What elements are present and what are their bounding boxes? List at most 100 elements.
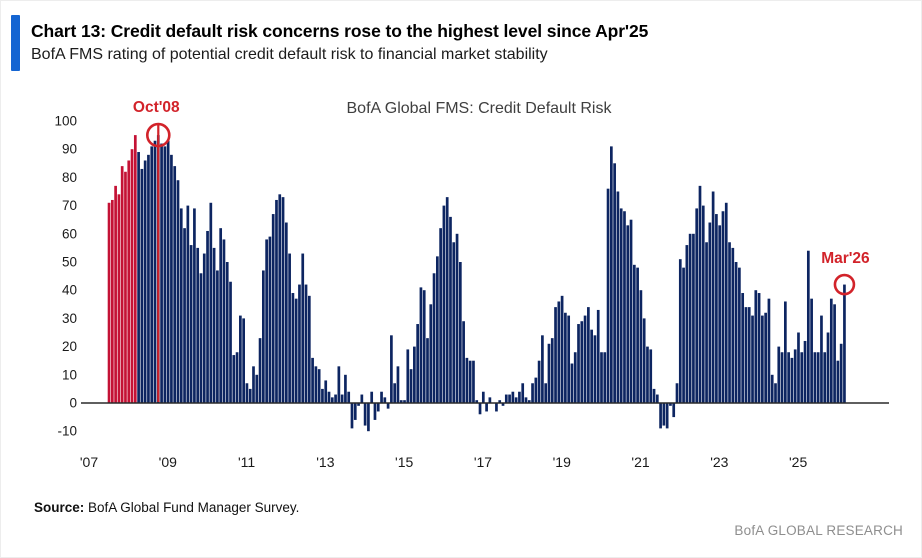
bar <box>189 245 193 403</box>
bar <box>170 154 173 403</box>
bar <box>393 383 397 403</box>
bar <box>452 242 456 403</box>
bar <box>547 343 551 403</box>
bar <box>472 360 475 403</box>
y-axis-label: 60 <box>62 226 77 241</box>
bar <box>199 273 203 403</box>
bar <box>596 309 600 403</box>
bar <box>843 284 846 403</box>
bar <box>327 391 331 403</box>
bar <box>225 262 229 403</box>
y-axis-label: 70 <box>62 198 77 213</box>
bar <box>143 160 147 403</box>
bar <box>554 307 557 403</box>
bar <box>560 295 564 403</box>
bar <box>810 298 813 403</box>
bar <box>294 298 298 403</box>
y-axis-label: -10 <box>57 424 77 439</box>
bar <box>271 214 275 403</box>
bar <box>751 315 754 403</box>
x-axis-label: '11 <box>238 454 255 470</box>
bar <box>662 403 666 426</box>
bar <box>416 324 419 403</box>
bar <box>747 307 751 403</box>
bar <box>698 185 702 403</box>
bar <box>380 391 383 403</box>
bar <box>390 335 393 403</box>
bar <box>340 394 344 403</box>
bar <box>298 284 301 403</box>
bar <box>419 287 423 403</box>
bar <box>150 146 154 403</box>
bar <box>216 270 219 403</box>
bar <box>278 194 282 403</box>
bar <box>495 403 498 412</box>
bar <box>518 391 521 403</box>
bar <box>564 312 567 403</box>
annotation-circle-oct08 <box>145 122 171 148</box>
bar <box>176 180 180 403</box>
bar <box>255 374 259 403</box>
bar <box>498 400 502 403</box>
bar <box>137 152 140 403</box>
bar <box>311 357 314 403</box>
bar <box>120 166 124 403</box>
y-axis-label: 40 <box>62 283 77 298</box>
bar <box>767 298 771 403</box>
bar <box>426 338 429 403</box>
bar <box>432 273 436 403</box>
source-note: Source: BofA Global Fund Manager Survey. <box>34 500 299 515</box>
bar <box>803 340 807 403</box>
source-text: BofA Global Fund Manager Survey. <box>84 500 300 515</box>
y-axis-label: 50 <box>62 255 77 270</box>
bar <box>458 262 462 403</box>
y-axis-label: 100 <box>54 114 77 129</box>
bar <box>413 346 416 403</box>
bar <box>232 355 236 403</box>
bar <box>701 205 705 403</box>
bar <box>127 160 131 403</box>
bar <box>462 321 465 403</box>
bar <box>754 290 758 403</box>
bar <box>475 400 479 403</box>
bar <box>724 202 728 403</box>
bar <box>646 346 649 403</box>
bar <box>334 394 337 403</box>
bar <box>206 230 209 403</box>
bar <box>836 360 840 403</box>
bar <box>514 397 518 403</box>
bar <box>367 403 370 432</box>
bar <box>787 352 790 403</box>
bar <box>239 315 242 403</box>
bar <box>445 197 449 403</box>
bar <box>610 146 613 403</box>
bar <box>321 388 324 403</box>
bar <box>649 349 653 403</box>
bar <box>826 332 830 403</box>
bar <box>337 366 341 403</box>
x-axis-label: '19 <box>553 454 571 470</box>
bar <box>344 374 347 403</box>
bar <box>403 400 406 403</box>
bar <box>304 284 308 403</box>
bar <box>248 388 252 403</box>
bar <box>823 352 827 403</box>
bar <box>557 301 561 403</box>
bar <box>275 199 278 403</box>
bar <box>209 202 213 403</box>
bar <box>301 253 305 403</box>
bar <box>770 374 774 403</box>
bar <box>147 154 150 403</box>
bar <box>652 388 656 403</box>
bar <box>734 262 738 403</box>
bar <box>508 394 511 403</box>
bar <box>153 140 157 404</box>
bar <box>544 383 548 403</box>
bar <box>439 228 442 403</box>
bar <box>715 214 718 403</box>
bar <box>632 264 636 403</box>
bar <box>678 259 682 403</box>
x-axis-label: '23 <box>710 454 728 470</box>
bar <box>534 377 538 403</box>
bar <box>669 403 672 406</box>
